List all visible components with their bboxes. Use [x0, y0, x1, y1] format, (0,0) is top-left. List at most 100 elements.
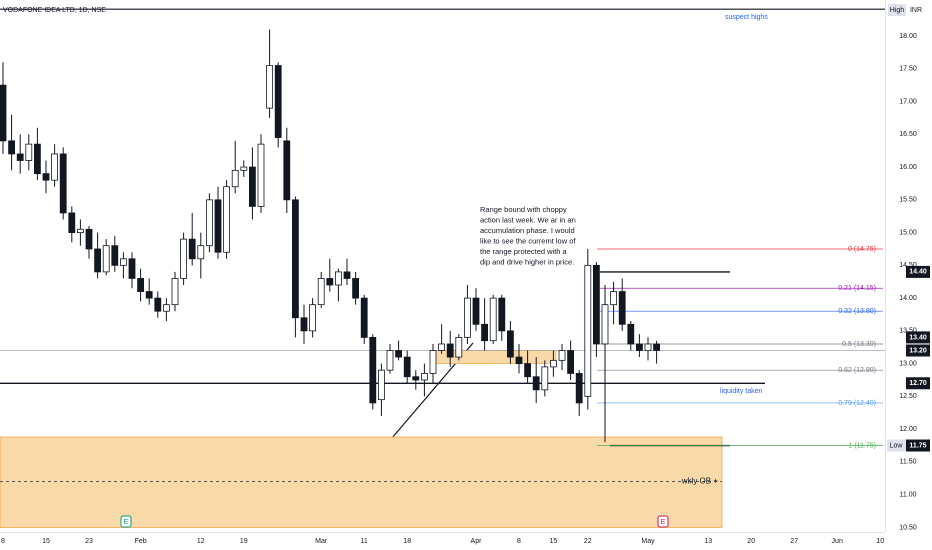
- annotation-line: like to see the curremt low of: [480, 236, 576, 245]
- candle-body: [584, 264, 592, 397]
- event-label: E: [124, 519, 129, 526]
- candle-body: [610, 291, 617, 306]
- x-tick-label: 8: [517, 538, 521, 545]
- high-badge: [888, 4, 906, 16]
- y-tick-label: 12.00: [899, 426, 917, 433]
- candle-body: [420, 373, 428, 381]
- candle-body: [317, 278, 325, 306]
- y-tick-label: 12.50: [899, 393, 917, 400]
- candle-body: [334, 271, 342, 286]
- candle-body: [300, 317, 308, 332]
- candle-body: [593, 264, 600, 345]
- x-tick-label: 22: [584, 538, 592, 545]
- y-tick-label: 16.00: [899, 164, 917, 171]
- y-tick-label: 15.00: [899, 229, 917, 236]
- low-label: Low: [890, 442, 904, 449]
- price-badge-label: 11.75: [909, 442, 926, 449]
- event-icon: [657, 515, 669, 528]
- candle-body: [214, 199, 222, 253]
- x-tick-label: 12: [197, 538, 205, 545]
- y-tick-label: 13.00: [899, 360, 917, 367]
- x-tick-label: 15: [550, 538, 558, 545]
- candle-body: [326, 278, 334, 286]
- fib-label: 0.62 (12.90): [838, 367, 876, 374]
- candle-body: [223, 186, 231, 253]
- currency: INR: [910, 7, 922, 14]
- high-label: High: [890, 7, 905, 14]
- candle-body: [644, 343, 652, 351]
- price-badge-label: 14.40: [909, 269, 927, 276]
- candle-body: [515, 356, 523, 365]
- candle-body: [481, 323, 489, 342]
- low-badge: [887, 439, 906, 452]
- y-tick-label: 16.50: [899, 131, 917, 138]
- price-badge: [906, 331, 930, 344]
- price-badge: [906, 344, 930, 357]
- ob-zone: [0, 436, 723, 528]
- candle-body: [506, 330, 514, 358]
- candle-body: [524, 363, 531, 378]
- price-badge-label: 13.40: [909, 334, 927, 341]
- candle-body: [68, 212, 76, 233]
- candle-body: [636, 343, 643, 351]
- candle-body: [618, 291, 626, 325]
- candle-body: [180, 238, 188, 279]
- x-tick-label: 27: [790, 538, 798, 545]
- candle-body: [309, 304, 317, 332]
- liquidity-label: liquidity taken: [720, 388, 763, 395]
- candle-body: [42, 173, 50, 181]
- candle-body: [77, 228, 84, 233]
- candle-body: [8, 140, 16, 155]
- candle-body: [231, 169, 239, 188]
- fib-label: 0.21 (14.15): [838, 285, 876, 292]
- candle-body: [532, 376, 540, 391]
- chart-title: VODAFONE IDEA LTD, 1D, NSE: [3, 7, 106, 14]
- x-tick-label: 19: [240, 538, 248, 545]
- candle-body: [463, 297, 471, 338]
- x-tick-label: 20: [747, 538, 755, 545]
- candle-body: [360, 297, 368, 338]
- x-tick-label: May: [641, 538, 655, 545]
- y-tick-label: 17.50: [899, 66, 917, 73]
- candle-body: [558, 350, 566, 361]
- annotation-line: the range protected with a: [480, 247, 568, 256]
- x-tick-label: 10: [876, 538, 884, 545]
- candle-body: [403, 356, 411, 378]
- fib-label: 1 (11.75): [849, 442, 877, 449]
- candle-body: [16, 153, 24, 161]
- candle-body: [171, 278, 179, 306]
- x-tick-label: 23: [85, 538, 93, 545]
- y-tick-label: 11.50: [900, 459, 917, 466]
- candle-body: [145, 291, 153, 299]
- event-icon: [120, 515, 132, 528]
- x-tick-label: 13: [704, 538, 712, 545]
- event-label: E: [661, 519, 666, 526]
- candle-body: [257, 143, 265, 207]
- y-tick-label: 14.00: [899, 295, 917, 302]
- candle-body: [85, 228, 93, 250]
- x-tick-label: Mar: [315, 538, 328, 545]
- price-badge: [906, 439, 930, 452]
- candle-body: [575, 373, 583, 404]
- range-box: [435, 350, 557, 364]
- candle-body: [653, 343, 660, 351]
- candle-body: [59, 153, 67, 214]
- candle-body: [137, 278, 145, 292]
- candle-body: [111, 245, 119, 266]
- candle-body: [541, 366, 549, 391]
- annotation-line: accumulation phase. I would: [480, 226, 575, 235]
- candle-body: [377, 369, 385, 401]
- fib-label: 0.32 (13.80): [838, 308, 876, 315]
- candle-body: [120, 258, 127, 266]
- candle-body: [94, 248, 101, 273]
- candle-body: [352, 278, 360, 299]
- fib-label: 0.5 (13.30): [842, 341, 876, 348]
- candle-body: [386, 350, 394, 371]
- candle-body: [455, 337, 463, 358]
- candle-body: [274, 65, 282, 138]
- candle-body: [472, 297, 480, 325]
- candle-body: [438, 343, 446, 351]
- x-tick-label: Apr: [471, 538, 483, 545]
- candle-body: [102, 245, 110, 273]
